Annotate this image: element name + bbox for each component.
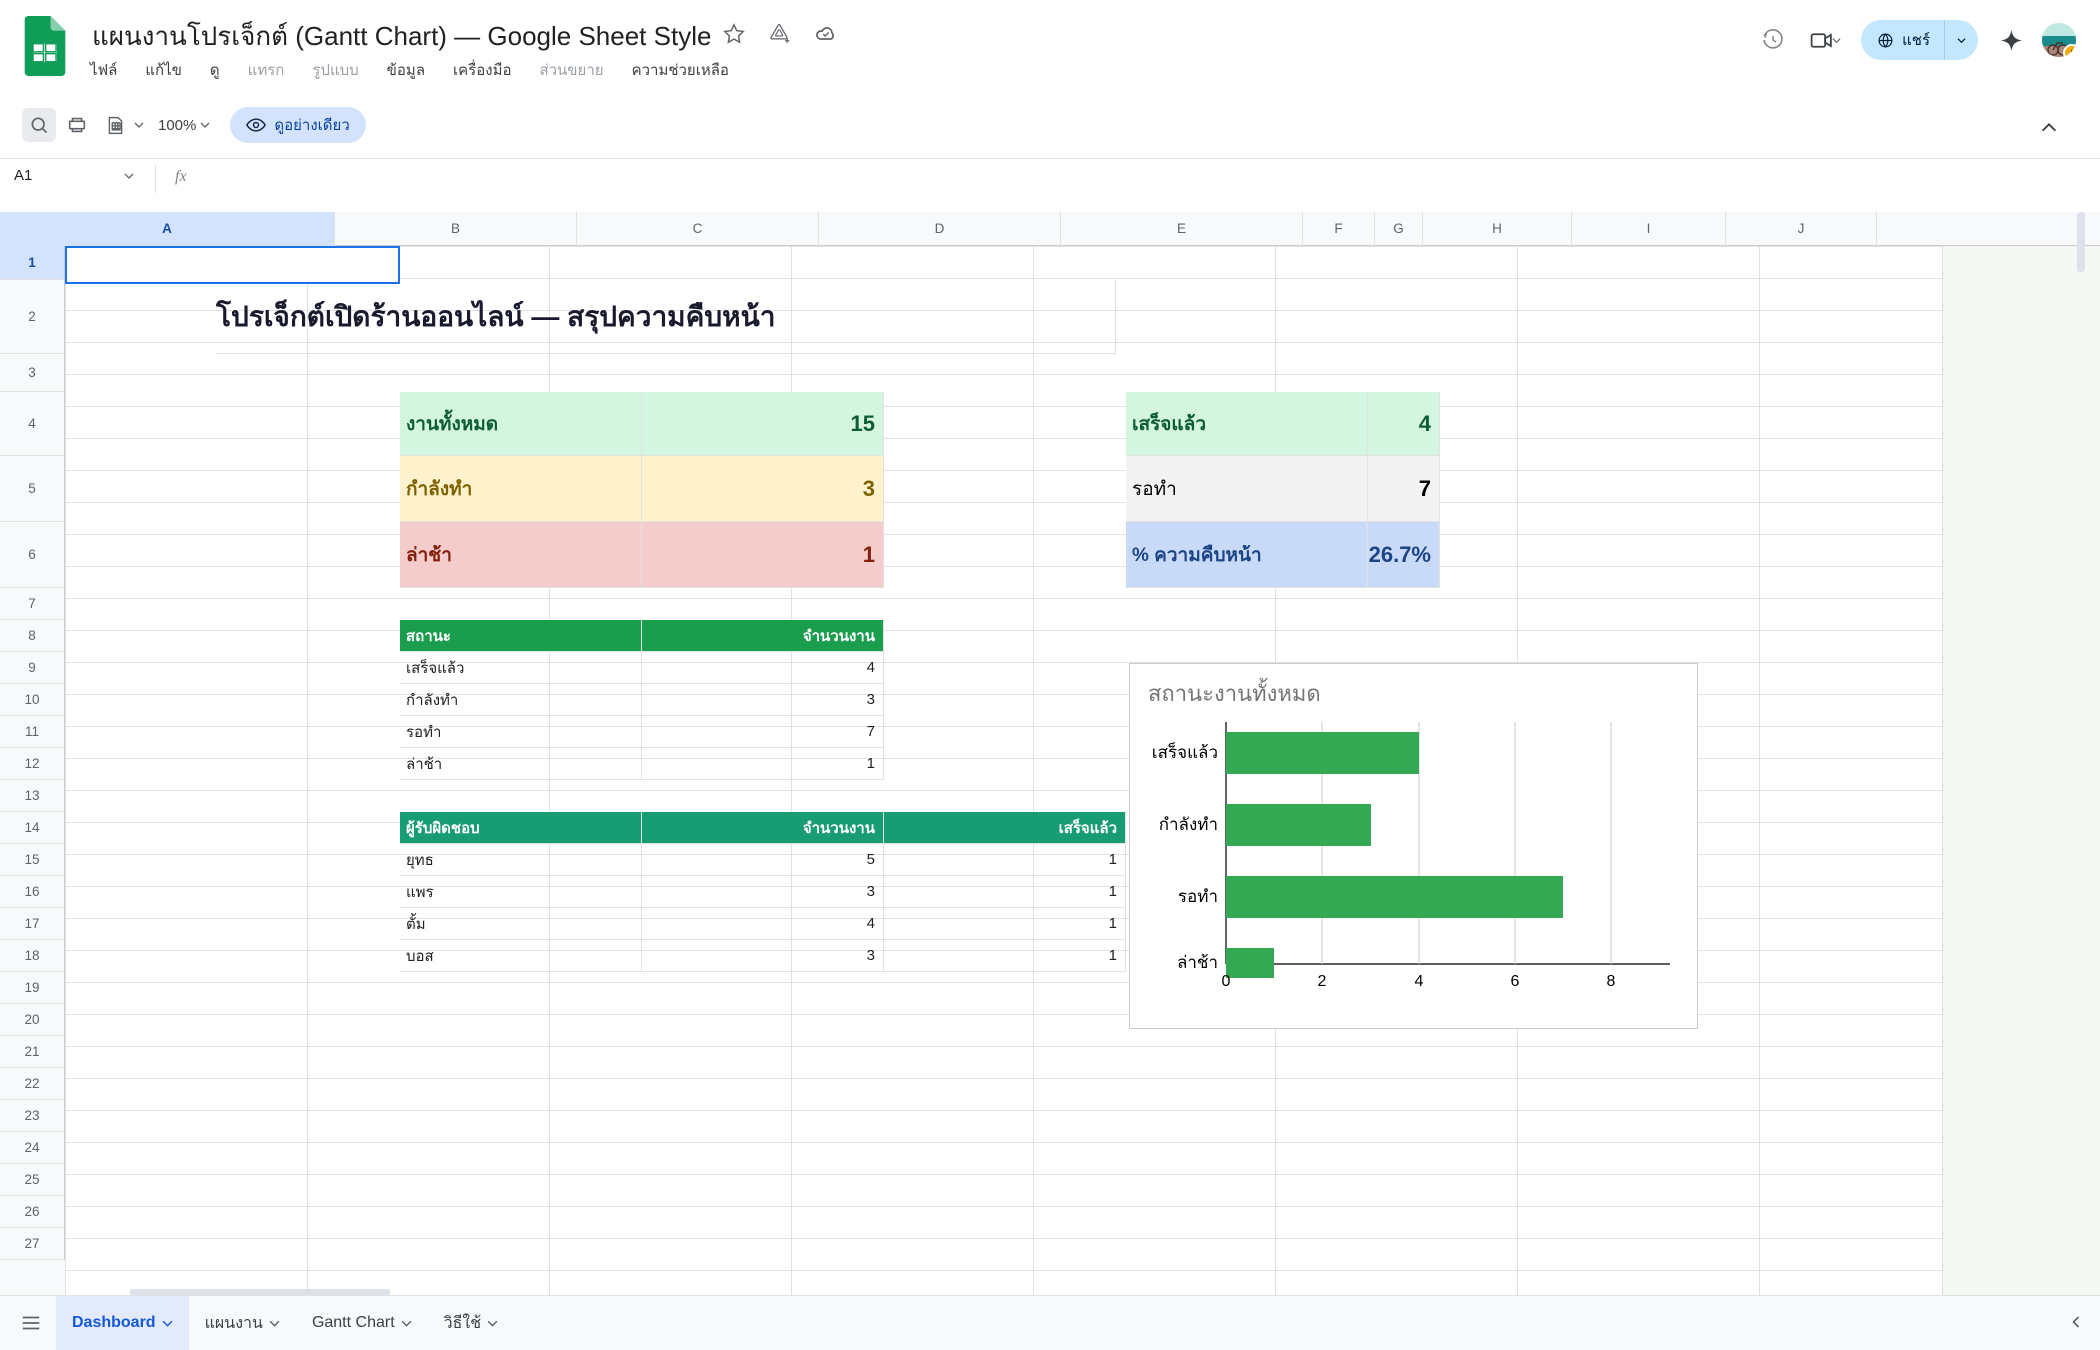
svg-text:4: 4 xyxy=(1415,973,1424,990)
svg-text:กำลังทำ: กำลังทำ xyxy=(1159,815,1218,834)
svg-text:ล่าช้า: ล่าช้า xyxy=(1177,953,1218,972)
svg-text:รอทำ: รอทำ xyxy=(1178,887,1218,906)
svg-text:2: 2 xyxy=(1318,973,1327,990)
svg-text:เสร็จแล้ว: เสร็จแล้ว xyxy=(1152,741,1218,762)
svg-text:6: 6 xyxy=(1511,973,1520,990)
svg-text:0: 0 xyxy=(1222,973,1231,990)
svg-text:8: 8 xyxy=(1607,973,1616,990)
